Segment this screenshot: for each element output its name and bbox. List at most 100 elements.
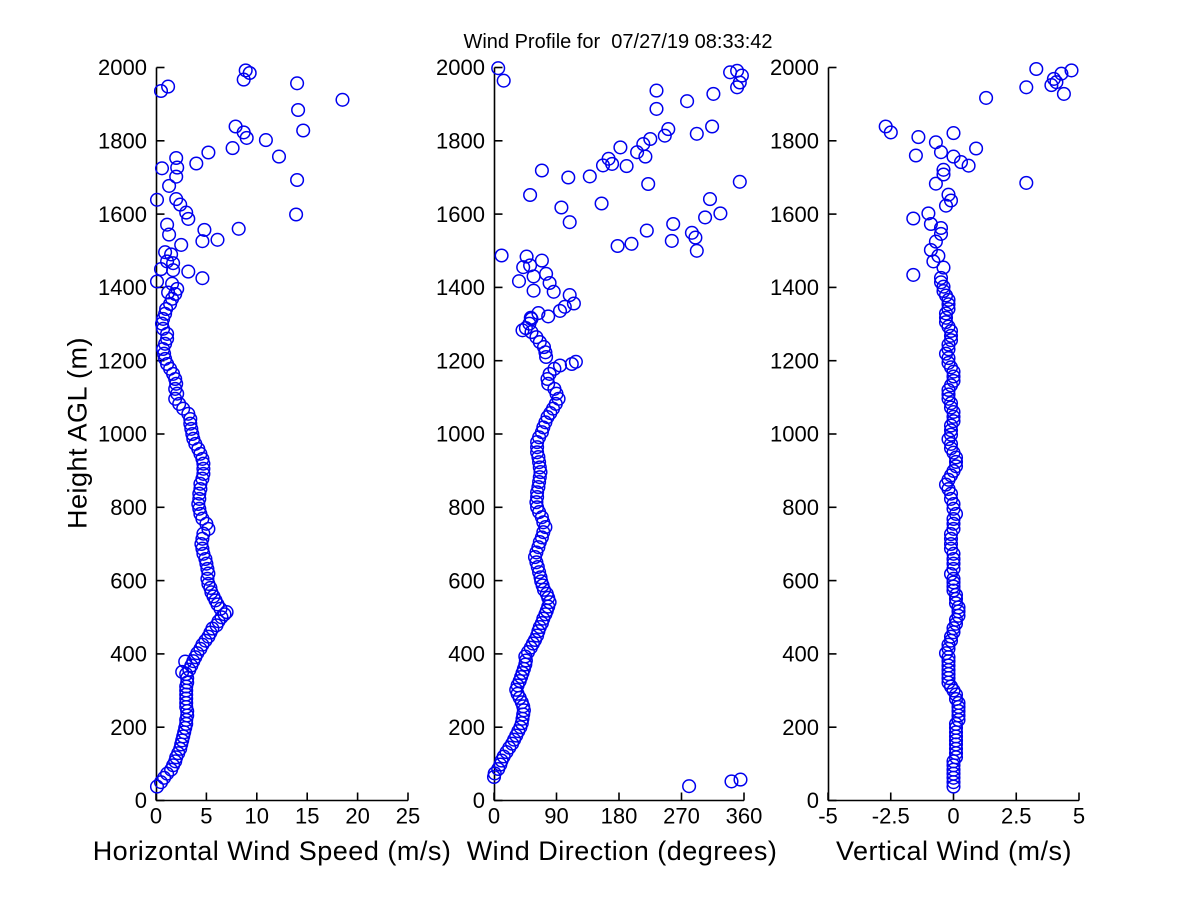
data-point-marker [641, 176, 656, 192]
data-point-marker [1064, 63, 1079, 78]
data-point-marker [923, 216, 938, 232]
data-point-marker [523, 258, 538, 273]
data-point-marker [948, 691, 964, 707]
x-tick-label: 90 [544, 804, 568, 829]
data-point-marker [181, 406, 196, 421]
data-point-marker [289, 207, 304, 222]
data-point-marker [531, 306, 546, 321]
data-point-marker [530, 489, 545, 505]
data-point-marker [166, 256, 181, 271]
data-point-marker [552, 303, 568, 318]
data-point-marker [566, 296, 581, 311]
data-point-marker [511, 274, 527, 289]
data-point-marker [496, 749, 511, 764]
data-point-marker [541, 309, 556, 324]
data-point-marker [149, 779, 165, 794]
data-point-marker [933, 275, 949, 290]
data-point-marker [210, 232, 225, 247]
y-tick-label: 1600 [770, 202, 819, 227]
data-point-marker [242, 65, 257, 81]
data-point-marker [169, 376, 184, 391]
data-point-marker [946, 583, 961, 598]
data-point-marker [201, 566, 216, 581]
data-point-marker [732, 174, 747, 189]
data-point-marker [961, 158, 976, 173]
data-point-marker [530, 485, 545, 500]
data-point-marker [196, 526, 211, 541]
data-point-marker [730, 80, 745, 95]
data-point-marker [938, 310, 954, 325]
data-point-marker [532, 474, 547, 490]
data-point-marker [943, 423, 959, 438]
y-tick-label: 800 [110, 495, 147, 520]
data-point-marker [1056, 86, 1071, 101]
data-point-marker [943, 427, 959, 442]
data-point-marker [165, 276, 180, 291]
x-tick-label: 270 [663, 804, 700, 829]
data-point-marker [928, 234, 943, 249]
data-point-marker [532, 470, 547, 485]
data-point-marker [624, 236, 639, 251]
data-point-marker [154, 161, 170, 176]
data-point-marker [941, 637, 956, 652]
y-tick-label: 400 [782, 642, 819, 667]
data-point-marker [610, 238, 625, 254]
data-point-marker [561, 170, 576, 185]
data-point-marker [941, 301, 956, 317]
data-point-marker [199, 556, 214, 571]
data-point-marker [534, 253, 549, 268]
data-point-marker [1019, 175, 1034, 190]
x-tick-label: 0 [150, 804, 162, 829]
data-point-marker [153, 83, 169, 99]
data-point-marker [532, 455, 547, 470]
data-point-marker [181, 264, 196, 279]
data-point-marker [951, 695, 966, 711]
panel-vertical-wind: 0 200 400 600 800 1000 1200 1400 1600 1800 2000 -5 -… [770, 55, 1085, 828]
y-tick-label: 1400 [770, 275, 819, 300]
data-point-marker [149, 192, 165, 207]
data-point-marker [197, 222, 212, 237]
data-point-marker [911, 130, 926, 145]
data-point-marker [176, 401, 191, 416]
y-tick-label: 200 [110, 715, 147, 740]
data-point-marker [724, 774, 739, 789]
data-point-marker [554, 200, 569, 215]
data-point-marker [928, 135, 943, 150]
data-point-marker [941, 387, 956, 402]
data-point-marker [666, 216, 681, 232]
data-point-marker [557, 299, 572, 314]
data-point-marker [161, 79, 176, 94]
data-point-marker [941, 391, 956, 406]
data-point-marker [214, 610, 229, 625]
y-tick-label: 600 [448, 568, 485, 593]
data-point-marker [158, 351, 173, 366]
data-point-marker [582, 169, 597, 184]
y-tick-label: 1600 [98, 202, 147, 227]
data-point-marker [1054, 66, 1069, 81]
y-tick-label: 1400 [436, 275, 485, 300]
y-tick-label: 2000 [98, 55, 147, 80]
y-tick-label: 1200 [770, 348, 819, 373]
y-axis-label: Height AGL (m) [62, 336, 93, 530]
data-point-marker [189, 156, 204, 171]
y-tick-label: 400 [110, 642, 147, 667]
data-point-marker [157, 346, 172, 361]
data-point-marker [539, 349, 554, 365]
data-point-marker [946, 409, 961, 424]
data-point-marker [928, 176, 943, 191]
y-tick-label: 0 [135, 788, 147, 813]
data-point-marker [529, 495, 544, 510]
data-point-marker [1019, 80, 1034, 95]
data-point-marker [946, 516, 961, 531]
data-point-marker [938, 198, 954, 213]
x-tick-label: 5 [200, 804, 212, 829]
data-point-marker [730, 63, 745, 78]
data-point-marker [946, 551, 961, 567]
data-point-marker [193, 481, 208, 497]
data-point-marker [946, 126, 961, 141]
data-point-marker [191, 496, 206, 512]
data-point-marker [946, 683, 961, 698]
data-point-marker [878, 119, 893, 134]
data-point-marker [186, 431, 201, 446]
